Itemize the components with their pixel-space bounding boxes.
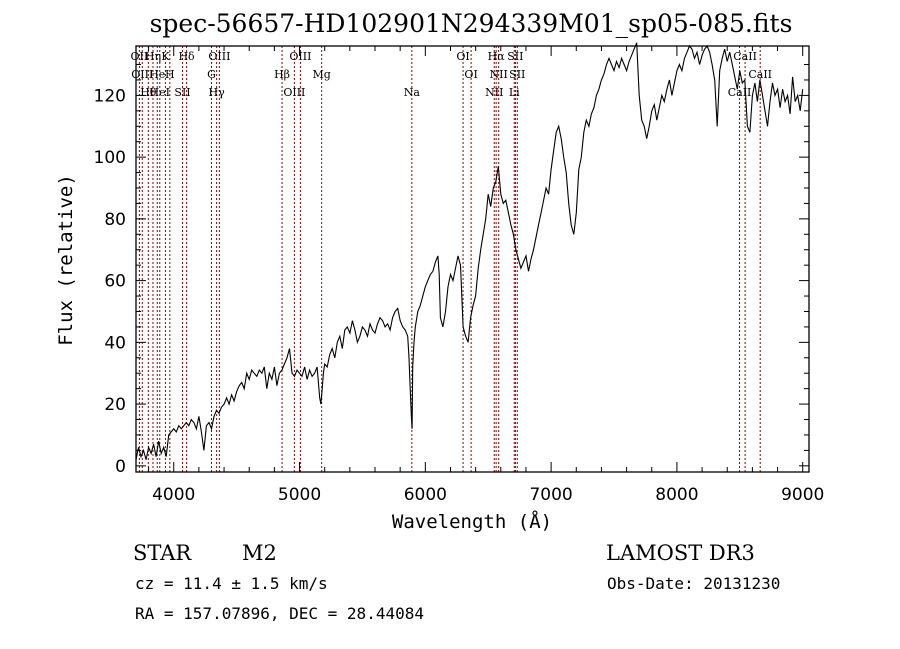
y-axis-label: Flux (relative) (55, 174, 77, 346)
line-label: Hη (145, 50, 161, 63)
spectral-subclass: M2 (242, 541, 277, 565)
x-tick-label: 8000 (655, 485, 698, 505)
axis-ticks: 4000 5000 6000 7000 8000 9000 0 20 40 60 80 100 120 (94, 46, 824, 505)
line-label: K (161, 50, 170, 63)
y-tick-label: 40 (104, 333, 126, 353)
line-label: Li (509, 86, 520, 99)
redshift-cz: cz = 11.4 ± 1.5 km/s (135, 574, 328, 593)
line-label: Hα (488, 50, 506, 63)
line-label: HeI (150, 86, 170, 99)
line-label: CaII (748, 68, 772, 81)
plot-frame (135, 45, 810, 473)
emission-line-markers (138, 46, 761, 472)
y-tick-label: 80 (104, 210, 126, 230)
line-label: OI (464, 68, 477, 81)
line-label: Na (404, 86, 421, 99)
y-tick-label: 60 (104, 272, 126, 292)
x-tick-label: 9000 (781, 485, 824, 505)
survey-name: LAMOST DR3 (606, 541, 755, 565)
line-label: OIII (289, 50, 311, 63)
line-label: SII (174, 86, 190, 99)
observation-date: Obs-Date: 20131230 (607, 574, 781, 593)
y-tick-label: 120 (94, 86, 126, 106)
y-tick-label: 100 (94, 148, 126, 168)
spectrum-line (135, 42, 804, 460)
chart-title: spec-56657-HD102901N294339M01_sp05-085.f… (150, 9, 793, 38)
y-tick-label: 0 (115, 457, 126, 477)
x-tick-label: 5000 (278, 485, 321, 505)
line-label: NII (490, 68, 508, 81)
line-label: OI (456, 50, 469, 63)
x-tick-label: 7000 (529, 485, 572, 505)
line-label: Mg (313, 68, 331, 81)
line-label: SII (507, 50, 523, 63)
line-label: H (165, 68, 175, 81)
line-label: OII (131, 50, 149, 63)
x-tick-label: 6000 (404, 485, 447, 505)
x-tick-label: 4000 (152, 485, 195, 505)
object-class: STAR (133, 541, 192, 565)
line-label: OIII (131, 68, 153, 81)
x-axis-label: Wavelength (Å) (392, 510, 552, 533)
line-label: SII (509, 68, 525, 81)
line-label: OIII (208, 50, 230, 63)
line-label: Hγ (209, 86, 226, 99)
line-label: G (207, 68, 216, 81)
line-label: OIII (283, 86, 305, 99)
line-label: He (149, 68, 165, 81)
line-label: CaII (728, 86, 752, 99)
y-tick-label: 20 (104, 395, 126, 415)
coordinates: RA = 157.07896, DEC = 28.44084 (135, 604, 424, 623)
line-label: NII (485, 86, 503, 99)
line-label: CaII (733, 50, 757, 63)
line-label: Hβ (274, 68, 290, 81)
line-label: Hδ (178, 50, 195, 63)
emission-line-labels: OIIOIIIHθHηHeHeIKHSIIHδGHγOIIIHβOIIIOIII… (131, 50, 772, 99)
